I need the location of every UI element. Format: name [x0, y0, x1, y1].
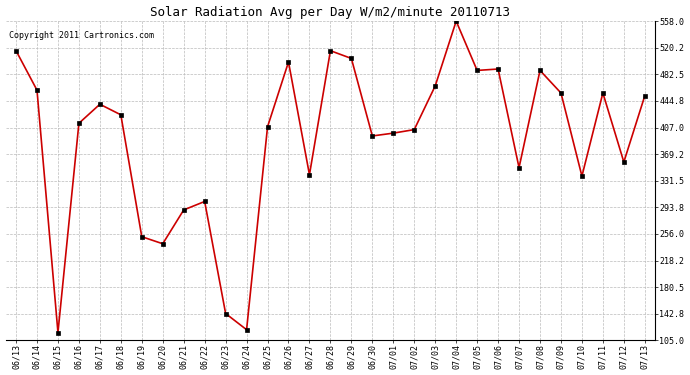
Title: Solar Radiation Avg per Day W/m2/minute 20110713: Solar Radiation Avg per Day W/m2/minute … [150, 6, 511, 18]
Text: Copyright 2011 Cartronics.com: Copyright 2011 Cartronics.com [9, 31, 154, 40]
